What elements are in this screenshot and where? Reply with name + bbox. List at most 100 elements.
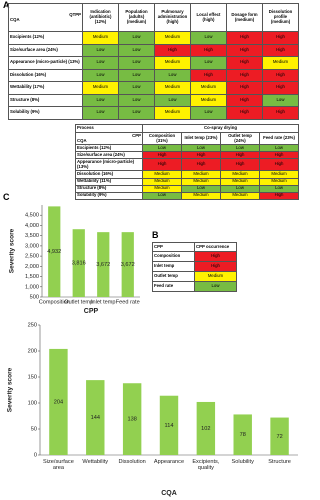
value-label: 144 [91, 415, 100, 421]
row-label: Dissolution (16%) [75, 170, 143, 179]
value-label: 4,932 [47, 249, 61, 255]
column-header: Dosage form (medium) [226, 3, 263, 32]
row-label: Appearance (micro-particle) (13%) [75, 158, 143, 172]
table-row: Wettability (17%) Medium Low Medium Medium Hi… [8, 81, 299, 95]
row-label: Wettability (17%) [8, 81, 83, 95]
level-cell: Medium [220, 170, 260, 179]
row-label: Structure (8%) [8, 93, 83, 107]
row-label: Excipients (12%) [8, 31, 83, 45]
value-label: 204 [54, 399, 63, 405]
level-cell: Low [190, 56, 227, 70]
level-cell: Low [82, 56, 119, 70]
level-cell: High [226, 68, 263, 82]
occurrence-table: CPP CPP occurrence Composition High Inlet te… [152, 242, 237, 292]
bar [97, 232, 110, 297]
level-cell: High [226, 81, 263, 95]
level-cell: Low [190, 106, 227, 120]
level-cell: High [258, 191, 300, 200]
level-cell: Low [82, 93, 119, 107]
level-cell: Low [118, 31, 155, 45]
level-cell: Medium [190, 81, 227, 95]
level-cell: Medium [220, 191, 260, 200]
column-header: CPP occurrence [194, 242, 237, 252]
level-cell: Low [118, 93, 155, 107]
level-cell: Low [258, 144, 300, 153]
table-row: Excipients (12%) Medium Low Medium Low High Hi… [8, 31, 299, 45]
level-cell: Low [258, 184, 300, 193]
process-name: Co-spray drying [141, 124, 300, 133]
row-label: Outlet temp [152, 271, 195, 282]
table-row: Dissolution (16%) Low Low Low High High High [8, 68, 299, 82]
corner-bottom: CQA [77, 137, 87, 143]
column-header: Inlet temp (23%) [181, 131, 221, 146]
level-cell: Low [142, 144, 182, 153]
row-label: Structure (8%) [75, 184, 143, 193]
level-cell: Medium [154, 81, 191, 95]
x-tick-label: Feed rate [116, 299, 140, 305]
column-header: Indication (antibiotic) (12%) [82, 3, 119, 32]
table-row: Outlet temp Medium [152, 271, 237, 282]
level-cell: High [190, 43, 227, 57]
level-cell: Low [118, 81, 155, 95]
level-cell: High [262, 43, 299, 57]
level-cell: Low [142, 191, 182, 200]
y-tick-label: 1,500 [25, 274, 39, 280]
level-cell: High [226, 106, 263, 120]
level-cell: Low [262, 93, 299, 107]
row-label: Dissolution (16%) [8, 68, 83, 82]
process-row: Process Co-spray drying [75, 124, 300, 133]
row-label: Size/surface area (24%) [75, 151, 143, 160]
y-tick-label: 250 [28, 322, 37, 328]
bar [196, 401, 216, 455]
level-cell: Medium [190, 93, 227, 107]
process-label: Process [75, 124, 143, 133]
value-label: 72 [276, 434, 282, 440]
level-cell: Medium [154, 31, 191, 45]
y-tick-label: 1,000 [25, 284, 39, 290]
level-cell: High [226, 56, 263, 70]
level-cell: Low [181, 144, 221, 153]
value-label: 114 [165, 423, 174, 429]
y-axis-label: Severity score [7, 367, 14, 412]
level-cell: Low [154, 68, 191, 82]
value-label: 138 [127, 417, 136, 423]
cpp-table: Process Co-spray drying CPP CQA Composition … [75, 124, 300, 200]
level-cell: High [194, 261, 237, 272]
level-cell: Medium [258, 170, 300, 179]
level-cell: High [262, 106, 299, 120]
level-cell: Low [118, 56, 155, 70]
level-cell: Medium [142, 170, 182, 179]
level-cell: High [142, 151, 182, 160]
table-row: Appearance (micro-particle) (13%) Low Low M… [8, 56, 299, 70]
value-label: 3,672 [121, 262, 135, 268]
x-tick-label: Excipients, quality [192, 459, 220, 472]
level-cell: Low [154, 93, 191, 107]
y-tick-label: 0 [34, 452, 37, 458]
y-tick-label: 500 [30, 294, 39, 300]
row-label: Wettability (11%) [75, 177, 143, 186]
table-row: Size/surface area (24%) Low Low High High Hig… [8, 43, 299, 57]
value-label: 3,672 [96, 262, 110, 268]
charts: 5001,0001,5002,0002,5003,0003,5004,0004,… [7, 205, 298, 497]
bar [48, 206, 61, 297]
bar [233, 414, 252, 455]
y-tick-label: 150 [28, 374, 37, 380]
table-row: Inlet temp High [152, 261, 237, 272]
column-header: Pulmonary administration (high) [154, 3, 191, 32]
corner-bottom: CQA [10, 16, 20, 22]
table-row: Size/surface area (24%) High High High High [75, 151, 300, 160]
level-cell: High [181, 158, 221, 172]
y-tick-label: 4,500 [25, 213, 39, 219]
value-label: 102 [201, 426, 210, 432]
row-label: Composition [152, 251, 195, 262]
y-tick-label: 2,000 [25, 264, 39, 270]
level-cell: Medium [82, 31, 119, 45]
level-cell: High [226, 93, 263, 107]
level-cell: Low [118, 106, 155, 120]
level-cell: High [226, 43, 263, 57]
x-tick-label: Wettability [82, 459, 109, 465]
level-cell: Low [220, 184, 260, 193]
table-row: Structure (8%) Medium Low Low Low [75, 184, 300, 193]
level-cell: Medium [258, 177, 300, 186]
level-cell: High [220, 151, 260, 160]
